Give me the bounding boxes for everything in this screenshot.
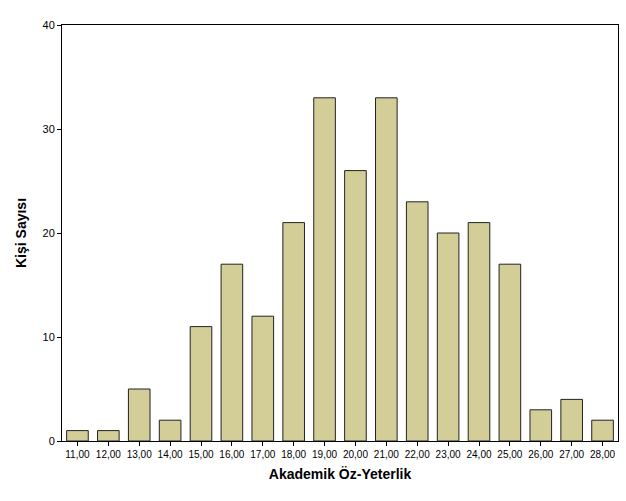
svg-text:27,00: 27,00 <box>559 449 584 460</box>
svg-text:15,00: 15,00 <box>188 449 213 460</box>
svg-text:18,00: 18,00 <box>281 449 306 460</box>
svg-text:28,00: 28,00 <box>590 449 615 460</box>
svg-text:24,00: 24,00 <box>466 449 491 460</box>
svg-text:21,00: 21,00 <box>374 449 399 460</box>
svg-text:Akademik Öz-Yeterlik: Akademik Öz-Yeterlik <box>269 466 412 482</box>
svg-text:10: 10 <box>43 331 55 343</box>
svg-text:23,00: 23,00 <box>436 449 461 460</box>
svg-text:17,00: 17,00 <box>250 449 275 460</box>
svg-text:26,00: 26,00 <box>528 449 553 460</box>
svg-text:14,00: 14,00 <box>158 449 183 460</box>
svg-text:11,00: 11,00 <box>65 449 90 460</box>
svg-text:0: 0 <box>49 435 55 447</box>
svg-text:40: 40 <box>43 19 55 31</box>
svg-text:12,00: 12,00 <box>96 449 121 460</box>
svg-text:Kişi Sayısı: Kişi Sayısı <box>13 198 29 268</box>
svg-text:22,00: 22,00 <box>405 449 430 460</box>
svg-text:19,00: 19,00 <box>312 449 337 460</box>
svg-text:25,00: 25,00 <box>497 449 522 460</box>
svg-text:13,00: 13,00 <box>127 449 152 460</box>
svg-text:30: 30 <box>43 123 55 135</box>
svg-text:16,00: 16,00 <box>219 449 244 460</box>
svg-text:20: 20 <box>43 227 55 239</box>
svg-text:20,00: 20,00 <box>343 449 368 460</box>
